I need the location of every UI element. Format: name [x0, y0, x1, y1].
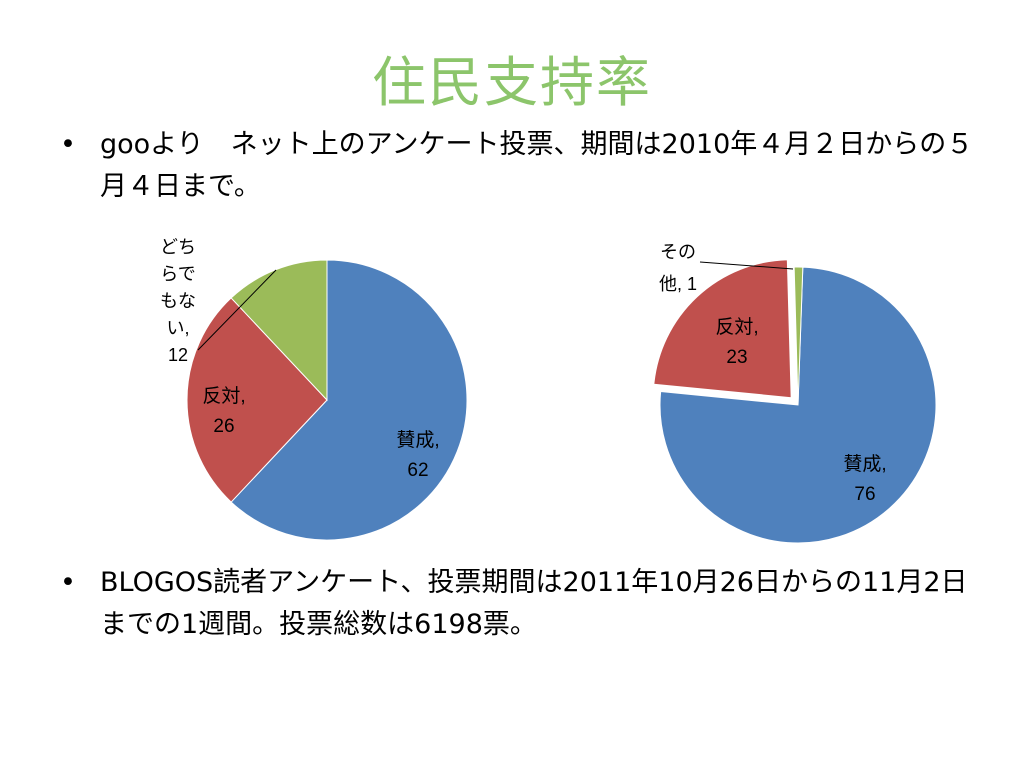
- data-label-賛成: 賛成, 76: [843, 453, 886, 505]
- data-label-反対: 反対, 26: [202, 385, 245, 437]
- bullet-dot: •: [60, 567, 76, 598]
- pie-slice-反対: [653, 259, 792, 399]
- pie-slice-反対: [186, 297, 328, 503]
- pie-slice-賛成: [659, 266, 937, 544]
- data-label-反対: 反対, 23: [715, 316, 758, 368]
- leader-line: [699, 261, 794, 270]
- bullet-text: BLOGOS読者アンケート、投票期間は2011年10月26日からの11月2日まで…: [100, 567, 968, 640]
- bullet-goo-survey: • gooより ネット上のアンケート投票、期間は2010年４月２日からの５月４日…: [60, 124, 1000, 214]
- data-label-その他: その他, 1: [659, 242, 697, 294]
- bullet-text: gooより ネット上のアンケート投票、期間は2010年４月２日からの５月４日まで…: [100, 129, 974, 202]
- leader-line: [197, 269, 277, 351]
- slide-title: 住民支持率: [372, 51, 652, 114]
- pie-slice-賛成: [230, 259, 468, 541]
- data-label-賛成: 賛成, 62: [396, 429, 439, 481]
- data-label-どちらでもない: どちらでもない, 12: [160, 237, 196, 365]
- pie-slice-その他: [793, 266, 804, 406]
- bullet-dot: •: [60, 129, 76, 160]
- bullet-blogos-survey: • BLOGOS読者アンケート、投票期間は2011年10月26日からの11月2日…: [60, 562, 1000, 652]
- pie-2: 賛成, 76 反対, 23 その他, 1: [653, 242, 937, 544]
